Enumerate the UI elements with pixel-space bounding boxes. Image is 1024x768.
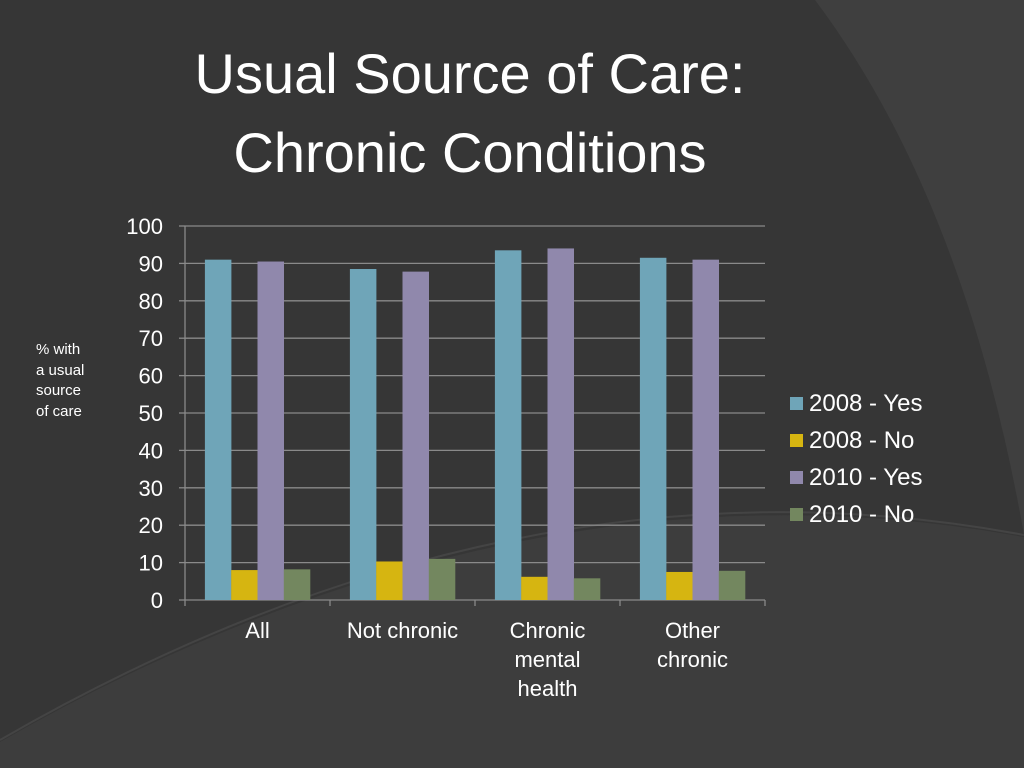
chart-title-line-1: Usual Source of Care: xyxy=(194,42,746,105)
bar xyxy=(494,250,522,600)
bar xyxy=(231,570,258,600)
y-tick-label: 80 xyxy=(139,289,163,314)
legend-item: 2008 - Yes xyxy=(790,385,922,422)
x-category-label: Not chronic xyxy=(347,618,458,643)
legend-label: 2008 - No xyxy=(809,426,915,454)
y-tick-label: 50 xyxy=(139,401,163,426)
bar xyxy=(376,561,403,600)
bar xyxy=(257,261,284,600)
bar xyxy=(349,269,377,600)
y-axis-title-line: of care xyxy=(36,402,82,420)
legend-label: 2008 - Yes xyxy=(809,389,923,417)
chart-title-line-2: Chronic Conditions xyxy=(233,121,707,184)
x-category-label: health xyxy=(518,676,578,701)
bar xyxy=(283,569,311,600)
legend-swatch xyxy=(790,434,803,447)
background-corner-shape xyxy=(815,0,1024,535)
y-tick-label: 70 xyxy=(139,326,163,351)
legend-swatch xyxy=(790,397,803,410)
y-tick-label: 0 xyxy=(151,588,163,613)
y-tick-label: 100 xyxy=(126,214,163,239)
legend-swatch xyxy=(790,471,803,484)
bar xyxy=(573,578,601,600)
x-category-label: All xyxy=(245,618,269,643)
legend-item: 2010 - No xyxy=(790,496,922,533)
y-tick-label: 20 xyxy=(139,513,163,538)
x-category-label: Chronic xyxy=(510,618,586,643)
y-axis-title: % with a usual source of care xyxy=(36,340,106,422)
y-axis-title-line: % with xyxy=(36,341,81,358)
y-tick-label: 30 xyxy=(139,476,163,501)
x-category-label: Other xyxy=(665,618,720,643)
bar xyxy=(666,571,693,600)
bar xyxy=(521,576,548,600)
bar xyxy=(204,259,232,600)
y-tick-label: 90 xyxy=(139,251,163,276)
y-tick-label: 60 xyxy=(139,364,163,389)
bar xyxy=(402,271,429,600)
legend-label: 2010 - No xyxy=(809,500,915,528)
y-axis-title-line: source xyxy=(36,382,82,399)
legend-item: 2010 - Yes xyxy=(790,459,922,496)
bar xyxy=(692,259,719,600)
legend-item: 2008 - No xyxy=(790,422,922,459)
bar xyxy=(547,248,574,600)
legend-swatch xyxy=(790,508,803,521)
x-category-label: mental xyxy=(514,647,580,672)
legend-label: 2010 - Yes xyxy=(809,463,923,491)
background-swoosh-fill xyxy=(0,515,1024,768)
bar xyxy=(428,558,456,600)
y-tick-label: 40 xyxy=(139,438,163,463)
chart-legend: 2008 - Yes 2008 - No 2010 - Yes 2010 - No xyxy=(790,385,922,533)
y-tick-label: 10 xyxy=(139,551,163,576)
bar xyxy=(718,570,746,600)
bar xyxy=(639,257,667,600)
x-category-label: chronic xyxy=(657,647,728,672)
y-axis-title-line: a usual xyxy=(36,361,85,379)
